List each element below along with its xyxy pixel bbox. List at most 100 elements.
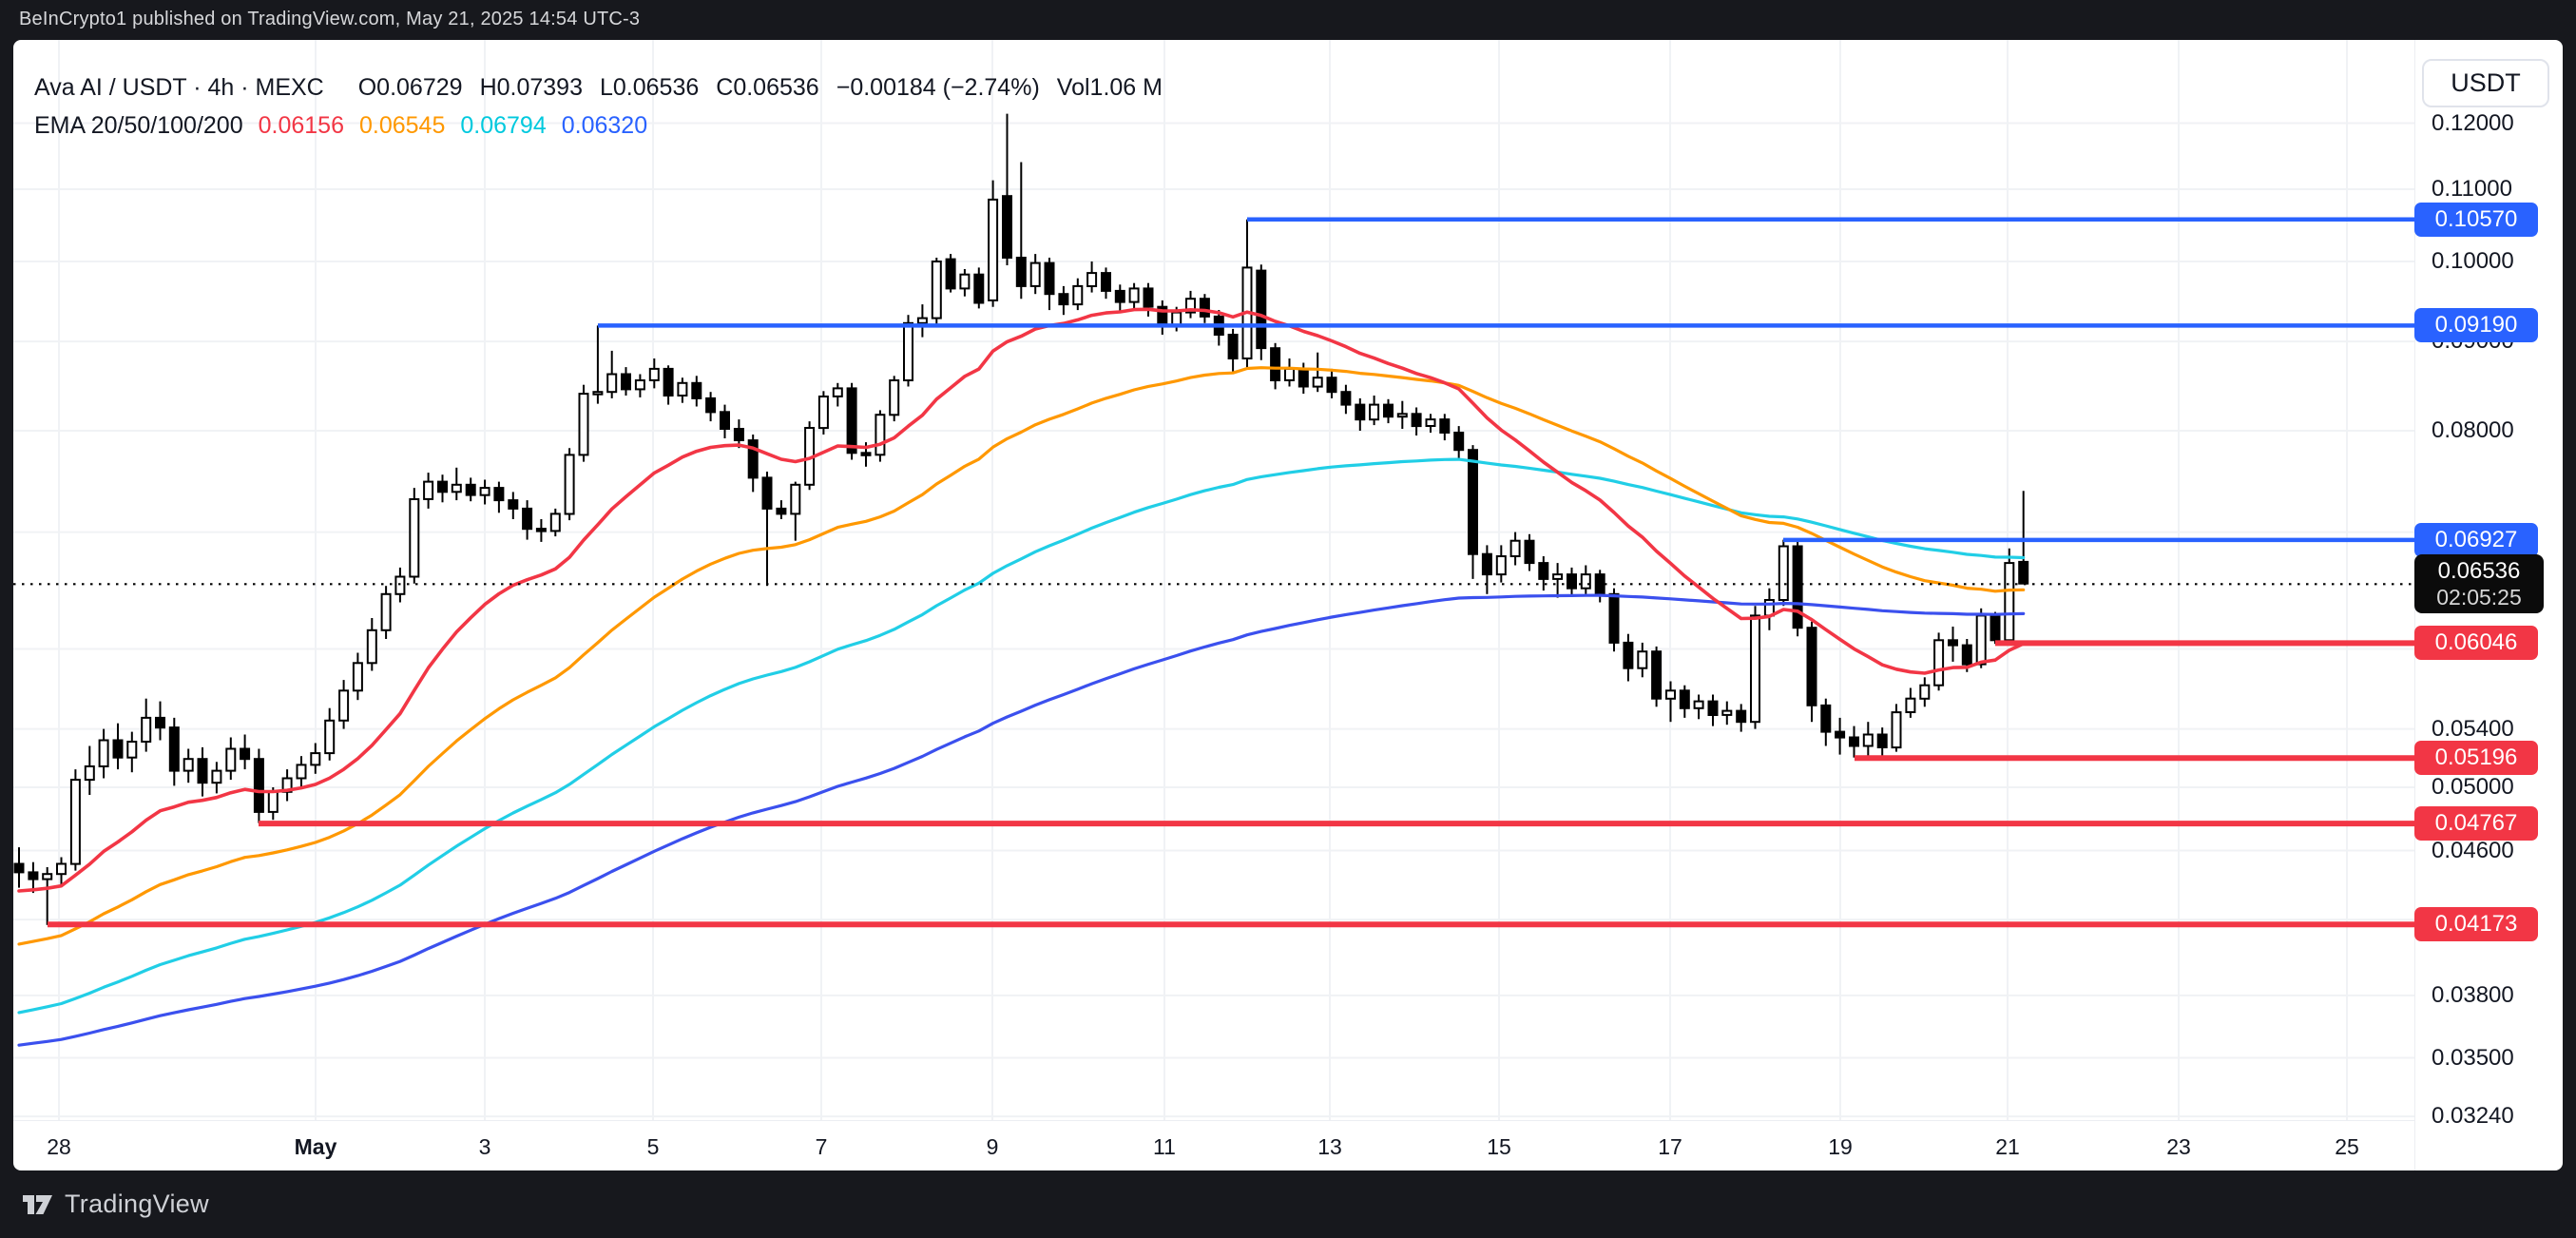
time-tick-3: 3	[478, 1134, 491, 1159]
candle-down	[1876, 733, 1888, 748]
price-tick-0.10000: 0.10000	[2432, 248, 2514, 274]
candle-up	[225, 747, 237, 772]
candle-down	[240, 747, 251, 761]
candle-down	[1015, 257, 1027, 287]
price-level-badge-0.05196: 0.05196	[2414, 741, 2538, 776]
candle-up	[606, 373, 618, 394]
candle-down	[1340, 391, 1352, 406]
badge-price-text: 0.10570	[2434, 205, 2518, 232]
candle-up	[832, 387, 843, 397]
candle-down	[1961, 644, 1972, 666]
candle-down	[761, 476, 773, 510]
price-chart[interactable]	[13, 40, 2414, 1120]
candle-up	[931, 261, 942, 319]
candle-up	[592, 391, 604, 396]
candle-down	[733, 428, 744, 441]
candle-down	[1806, 627, 1817, 706]
candle-up	[1580, 573, 1591, 590]
currency-toggle-button[interactable]: USDT	[2422, 59, 2549, 107]
candle-up	[1891, 711, 1902, 749]
candle-up	[564, 454, 575, 515]
change-value: −0.00184 (−2.74%)	[836, 74, 1040, 101]
candle-up	[1750, 614, 1760, 724]
time-tick-19: 19	[1828, 1134, 1853, 1159]
candle-up	[1029, 261, 1041, 287]
ema-50-line	[17, 366, 2026, 946]
badge-price-text: 0.06046	[2434, 629, 2518, 656]
ema-value-0: 0.06156	[258, 112, 344, 139]
candle-up	[1933, 639, 1945, 687]
ema-200-line	[17, 593, 2026, 1047]
time-tick-28: 28	[47, 1134, 71, 1159]
badge-price-text: 0.06536	[2437, 558, 2521, 585]
candle-down	[1623, 641, 1634, 669]
candle-up	[1185, 298, 1196, 314]
candle-up	[1552, 573, 1564, 580]
candle-down	[508, 499, 519, 510]
candle-down	[973, 273, 985, 304]
candle-down	[1114, 289, 1125, 303]
candle-down	[945, 258, 956, 290]
candle-down	[437, 480, 448, 493]
candle-up	[648, 367, 660, 381]
candle-down	[1411, 413, 1422, 428]
volume-label: Vol	[1056, 74, 1090, 101]
candle-up	[959, 273, 971, 290]
candle-down	[1538, 562, 1549, 580]
candle-down	[197, 758, 208, 784]
volume-value: 1.06 M	[1089, 74, 1163, 101]
candle-down	[1707, 700, 1719, 716]
tradingview-logo-icon[interactable]	[21, 1190, 55, 1220]
candle-up	[141, 716, 152, 744]
symbol-row[interactable]: Ava AI / USDT · 4h · MEXC O0.06729 H0.0739…	[34, 68, 1180, 106]
candle-down	[1058, 293, 1069, 306]
ohlc-o: O0.06729	[357, 74, 463, 101]
ohlc-h: H0.07393	[479, 74, 583, 101]
candle-up	[677, 381, 688, 397]
candle-up	[634, 379, 645, 391]
candle-down	[493, 487, 505, 502]
chart-legend[interactable]: Ava AI / USDT · 4h · MEXC O0.06729 H0.0739…	[34, 68, 1180, 145]
candle-down	[1736, 709, 1747, 724]
candle-up	[479, 487, 490, 496]
price-tick-0.08000: 0.08000	[2432, 417, 2514, 443]
candle-up	[1693, 700, 1704, 709]
candle-down	[1453, 432, 1465, 452]
price-tick-0.05400: 0.05400	[2432, 715, 2514, 742]
candle-down	[168, 726, 180, 772]
currency-button-label: USDT	[2451, 68, 2521, 97]
candle-up	[324, 719, 336, 755]
tradingview-brand-text[interactable]: TradingView	[65, 1190, 209, 1218]
candle-down	[691, 381, 702, 399]
price-level-badge-0.09190: 0.09190	[2414, 308, 2538, 343]
candle-up	[2004, 562, 2015, 642]
candle-up	[1495, 555, 1507, 576]
candle-down	[1651, 650, 1663, 700]
price-tick-0.03800: 0.03800	[2432, 981, 2514, 1008]
badge-price-text: 0.09190	[2434, 312, 2518, 339]
candle-down	[720, 411, 730, 430]
candle-up	[352, 662, 363, 692]
candle-down	[1383, 403, 1394, 418]
candle-down	[776, 507, 787, 515]
candle-down	[1567, 573, 1577, 590]
candle-up	[126, 741, 138, 759]
chart-panel[interactable]: Ava AI / USDT · 4h · MEXC O0.06729 H0.0739…	[13, 40, 2563, 1170]
candle-down	[253, 758, 264, 813]
candle-down	[1439, 418, 1451, 435]
time-axis[interactable]: 28 May 3 5 7 9 11 13 15 17 19 21 23 25	[13, 1120, 2414, 1170]
candle-up	[310, 752, 321, 766]
candle-down	[1227, 334, 1239, 359]
attribution-bar: BeInCrypto1 published on TradingView.com…	[0, 0, 2576, 40]
candle-down	[1270, 347, 1281, 382]
candle-up	[1778, 545, 1789, 601]
candle-up	[42, 873, 53, 880]
candle-up	[409, 498, 420, 578]
candle-up	[1509, 539, 1521, 558]
ema-value-1: 0.06545	[359, 112, 446, 139]
ohlc-c: C0.06536	[716, 74, 819, 101]
ema-row[interactable]: EMA 20/50/100/200 0.06156 0.06545 0.06794 0.…	[34, 106, 1180, 145]
candle-up	[1721, 709, 1733, 716]
price-tick-0.03240: 0.03240	[2432, 1103, 2514, 1130]
